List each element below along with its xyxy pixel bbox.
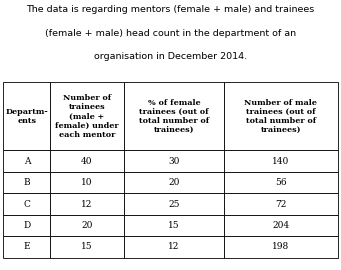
Text: organisation in December 2014.: organisation in December 2014.: [94, 52, 247, 61]
Text: (female + male) head count in the department of an: (female + male) head count in the depart…: [45, 29, 296, 38]
Text: The data is regarding mentors (female + male) and trainees: The data is regarding mentors (female + …: [26, 5, 315, 14]
